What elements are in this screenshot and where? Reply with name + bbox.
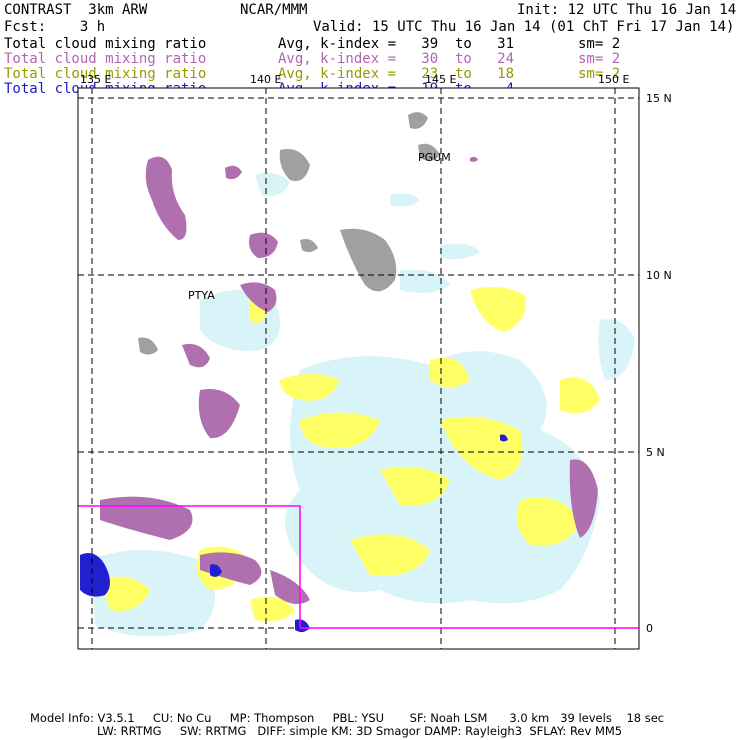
forecast-hour: Fcst: 3 h (4, 19, 106, 35)
lon-label-145e: 145 E (425, 73, 456, 86)
lat-label-10n: 10 N (646, 269, 672, 282)
lat-label-5n: 5 N (646, 446, 665, 459)
lat-label-15n: 15 N (646, 92, 672, 105)
field-1-name: Total cloud mixing ratio (4, 36, 207, 52)
map-frame (77, 87, 640, 650)
cloud-layer-gray (138, 112, 440, 355)
nested-domain-box (78, 505, 639, 629)
model-info-line-1: Model Info: V3.5.1 CU: No Cu MP: Thompso… (30, 711, 665, 725)
field-3-stat: Avg, k-index = 23 to 18 (278, 66, 515, 82)
field-2-name: Total cloud mixing ratio (4, 51, 207, 67)
lon-label-140e: 140 E (250, 73, 281, 86)
center-name: NCAR/MMM (240, 2, 308, 18)
station-ptya: PTYA (188, 289, 215, 302)
lon-label-150e: 150 E (598, 73, 629, 86)
field-2-sm: sm= 2 (578, 51, 621, 67)
init-time: Init: 12 UTC Thu 16 Jan 14 (517, 2, 737, 18)
model-info-line-2: LW: RRTMG SW: RRTMG DIFF: simple KM: 3D … (97, 724, 623, 738)
cloud-layer-yellow (100, 286, 600, 622)
model-title: CONTRAST 3km ARW (4, 2, 148, 18)
lon-label-135e: 135 E (80, 73, 111, 86)
cloud-layer-blue (80, 434, 508, 633)
field-1-stat: Avg, k-index = 39 to 31 (278, 36, 515, 52)
valid-time: Valid: 15 UTC Thu 16 Jan 14 (01 ChT Fri … (313, 19, 735, 35)
field-3-name: Total cloud mixing ratio (4, 66, 207, 82)
field-3-sm: sm= 2 (578, 66, 621, 82)
station-pgum: PGUM (418, 151, 451, 164)
cloud-layers (78, 88, 639, 649)
lat-label-0: 0 (646, 622, 653, 635)
field-1-sm: sm= 2 (578, 36, 621, 52)
field-2-stat: Avg, k-index = 30 to 24 (278, 51, 515, 67)
